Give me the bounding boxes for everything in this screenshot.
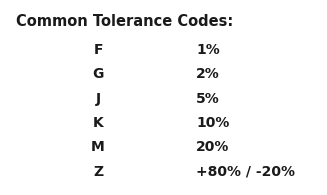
Text: 10%: 10% — [196, 116, 230, 130]
Text: M: M — [91, 140, 105, 154]
Text: +80% / -20%: +80% / -20% — [196, 165, 295, 179]
Text: F: F — [93, 43, 103, 57]
Text: J: J — [95, 92, 101, 106]
Text: G: G — [93, 67, 104, 81]
Text: 5%: 5% — [196, 92, 220, 106]
Text: Common Tolerance Codes:: Common Tolerance Codes: — [16, 14, 233, 29]
Text: 20%: 20% — [196, 140, 230, 154]
Text: 1%: 1% — [196, 43, 220, 57]
Text: Z: Z — [93, 165, 103, 179]
Text: 2%: 2% — [196, 67, 220, 81]
Text: K: K — [93, 116, 103, 130]
